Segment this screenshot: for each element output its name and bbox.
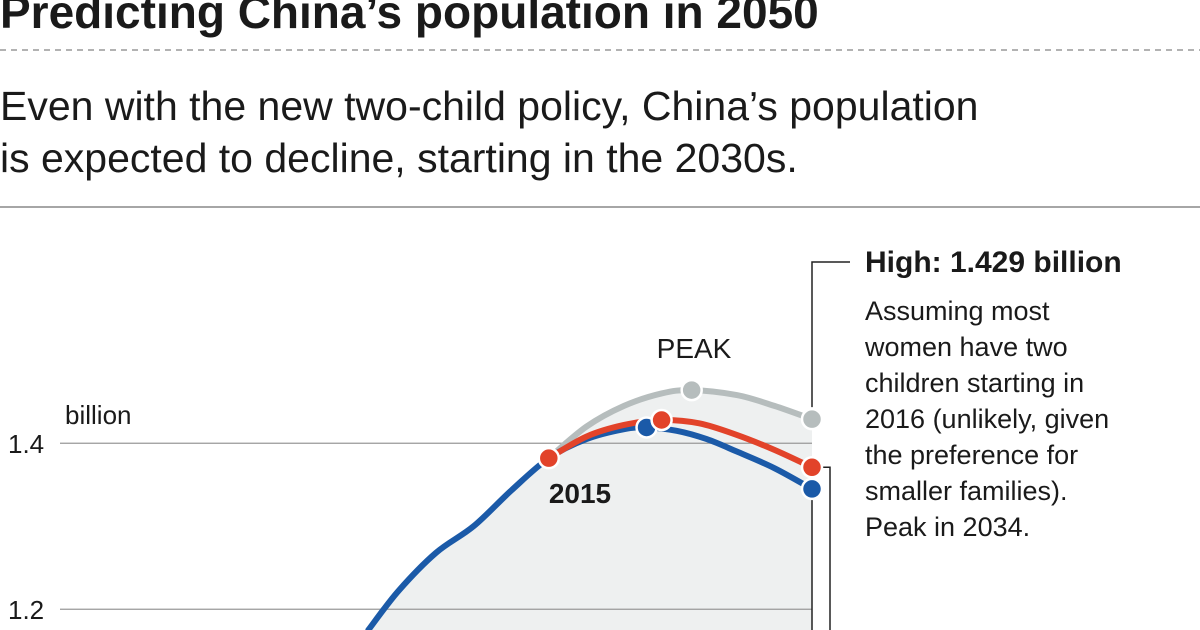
line — [545, 416, 815, 471]
annotation-text: the preference for — [865, 440, 1078, 470]
annotation-text: 2016 (unlikely, given — [865, 404, 1109, 434]
y-unit-label: billion — [65, 400, 132, 430]
connector — [822, 466, 831, 630]
subtitle: Even with the new two-child policy, Chin… — [0, 83, 978, 129]
year-label: 2015 — [549, 478, 611, 509]
annotation-text: smaller families). — [865, 476, 1068, 506]
y-tick-label: 1.2 — [8, 595, 44, 625]
annotation-text: Peak in 2034. — [865, 512, 1030, 542]
subtitle: is expected to decline, starting in the … — [0, 135, 798, 181]
annotation-text: women have two — [864, 332, 1068, 362]
point — [650, 408, 673, 432]
peak-label: PEAK — [657, 333, 732, 364]
point — [800, 477, 824, 501]
point — [800, 456, 824, 479]
point — [800, 407, 824, 431]
y-tick-label: 1.4 — [8, 429, 44, 459]
point — [537, 446, 561, 470]
line — [365, 424, 815, 630]
plot: 1.2 1.4 billion — [8, 261, 850, 630]
point — [680, 378, 703, 402]
annotation-text: children starting in — [865, 368, 1084, 398]
chart-title: Predicting China’s population in 2050 — [0, 0, 819, 38]
connector — [811, 261, 850, 408]
annotation-title: High: 1.429 billion — [865, 246, 1122, 279]
shaded-area — [368, 390, 812, 630]
line — [545, 387, 815, 462]
annotation-text: Assuming most — [865, 296, 1050, 326]
